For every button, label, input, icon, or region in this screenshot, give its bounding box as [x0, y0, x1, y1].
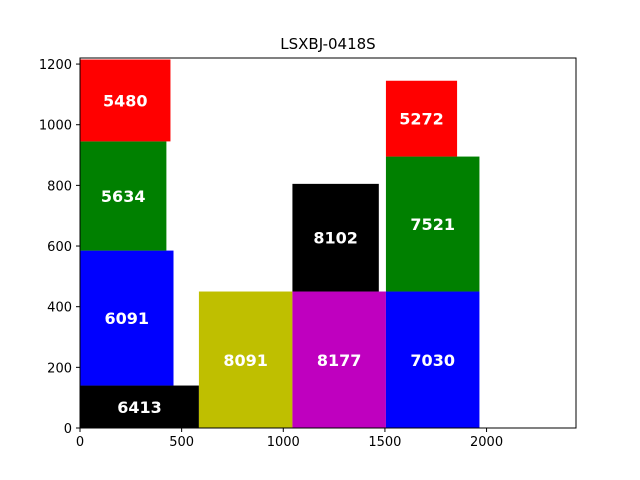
x-tick-label: 500 — [169, 435, 194, 450]
rect-6413 — [80, 385, 199, 428]
y-tick-label: 600 — [47, 240, 72, 255]
rectangles-layer — [80, 59, 480, 428]
rect-7521 — [385, 156, 480, 292]
x-tick-label: 1500 — [368, 435, 401, 450]
rect-8102 — [292, 183, 379, 292]
y-tick-label: 0 — [64, 422, 72, 437]
rect-label-7521: 7521 — [410, 215, 455, 234]
rect-8177 — [292, 291, 386, 428]
rect-label-8102: 8102 — [313, 229, 358, 248]
x-tick-label: 2000 — [470, 435, 503, 450]
rect-8091 — [198, 291, 293, 428]
rect-5272 — [385, 80, 458, 157]
rect-label-6413: 6413 — [117, 398, 162, 417]
rect-6091 — [80, 250, 174, 386]
y-tick-label: 800 — [47, 179, 72, 194]
chart-title: LSXBJ-0418S — [280, 35, 375, 53]
plot-frame — [79, 57, 577, 429]
rect-5480 — [80, 59, 171, 142]
x-tick-label: 0 — [76, 435, 84, 450]
y-tick-label: 400 — [47, 301, 72, 316]
rect-7030 — [385, 291, 480, 428]
x-tick-label: 1000 — [267, 435, 300, 450]
y-tick-label: 200 — [47, 361, 72, 376]
rect-label-7030: 7030 — [410, 351, 455, 370]
rect-label-5634: 5634 — [101, 187, 146, 206]
rect-label-8091: 8091 — [223, 351, 268, 370]
y-tick-label: 1000 — [39, 119, 72, 134]
y-tick-label: 1200 — [39, 58, 72, 73]
axes-layer: 0 500 1000 1500 2000 0 200 400 600 800 1000 1200 — [39, 57, 577, 450]
rect-label-6091: 6091 — [104, 309, 149, 328]
rect-label-5272: 5272 — [399, 110, 444, 129]
rect-label-8177: 8177 — [317, 351, 362, 370]
rectangle-labels-layer: 6413 6091 5634 5480 8091 8177 8102 7030 7521 5272 — [101, 91, 455, 416]
rect-5634 — [80, 141, 167, 251]
rect-label-5480: 5480 — [103, 91, 148, 110]
